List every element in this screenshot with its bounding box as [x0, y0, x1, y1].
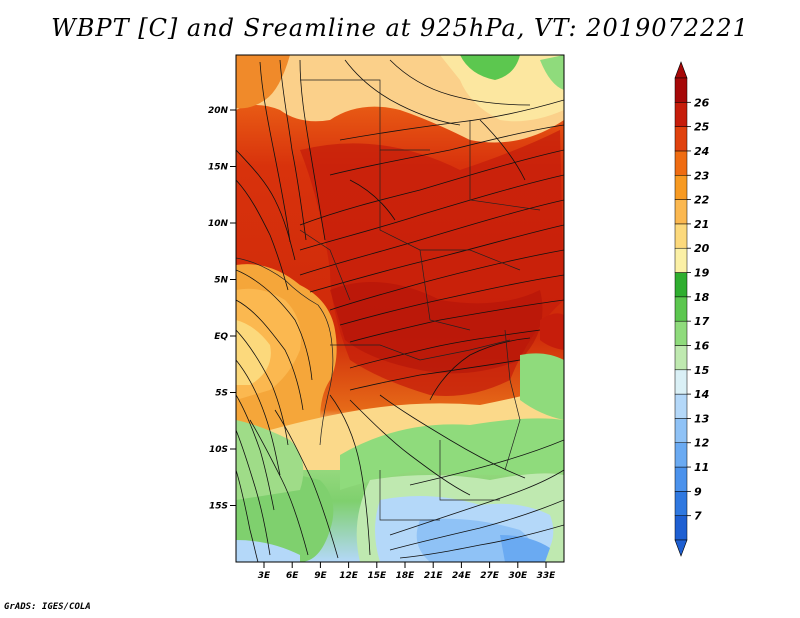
- colorbar-label: 25: [694, 121, 710, 134]
- colorbar-label: 24: [694, 145, 709, 158]
- lat-tick-label: 15S: [209, 502, 228, 512]
- colorbar-swatch: [674, 247, 688, 273]
- colorbar: 7 9 11 12 13 14 15 16 17 18 19 20 21 22 23 24 25 26: [674, 61, 710, 557]
- lon-tick-label: 6E: [286, 571, 299, 581]
- colorbar-swatch: [674, 296, 688, 322]
- colorbar-swatch: [674, 223, 688, 249]
- longitude-axis: 3E 6E 9E 12E 15E 18E 21E 24E 27E 30E 33E: [258, 562, 556, 581]
- lon-tick-label: 24E: [452, 571, 472, 581]
- lon-tick-label: 15E: [367, 571, 387, 581]
- lon-tick-label: 18E: [396, 571, 416, 581]
- colorbar-label: 26: [694, 96, 710, 109]
- latitude-axis: 20N 15N 10N 5N EQ 5S 10S 15S: [208, 106, 236, 512]
- colorbar-swatch: [674, 126, 688, 152]
- colorbar-swatch: [674, 320, 688, 346]
- lat-tick-label: 10S: [209, 445, 228, 455]
- colorbar-label: 20: [694, 242, 710, 255]
- colorbar-label: 17: [694, 315, 710, 328]
- colorbar-swatch: [674, 345, 688, 371]
- colorbar-label: 14: [694, 388, 709, 401]
- colorbar-label: 15: [694, 364, 710, 377]
- colorbar-label: 7: [694, 510, 702, 523]
- colorbar-swatch: [674, 150, 688, 176]
- colorbar-swatch: [674, 491, 688, 516]
- colorbar-swatch: [674, 272, 688, 298]
- colorbar-label: 18: [694, 291, 710, 304]
- colorbar-label: 9: [694, 485, 702, 498]
- lat-tick-label: EQ: [214, 332, 228, 342]
- lon-tick-label: 3E: [258, 571, 271, 581]
- lat-tick-label: 10N: [208, 219, 229, 229]
- lon-tick-label: 21E: [424, 571, 444, 581]
- colorbar-label: 13: [694, 412, 710, 425]
- lon-tick-label: 33E: [537, 571, 557, 581]
- colorbar-label: 22: [694, 194, 710, 207]
- lat-tick-label: 5N: [214, 276, 228, 286]
- country-borders: [236, 79, 541, 521]
- colorbar-top-arrow: [674, 61, 688, 79]
- lon-tick-label: 9E: [314, 571, 327, 581]
- lon-tick-label: 27E: [480, 571, 500, 581]
- colorbar-swatch: [674, 393, 688, 419]
- colorbar-swatch: [674, 466, 688, 492]
- map-title: WBPT [C] and Sreamline at 925hPa, VT: 20…: [51, 14, 749, 42]
- colorbar-label: 19: [694, 267, 710, 280]
- colorbar-swatch: [674, 418, 688, 443]
- grads-credit: GrADS: IGES/COLA: [4, 602, 91, 612]
- lon-tick-label: 12E: [339, 571, 359, 581]
- colorbar-swatch: [674, 199, 688, 225]
- colorbar-label: 12: [694, 437, 710, 450]
- colorbar-swatch: [674, 515, 688, 541]
- colorbar-swatch: [674, 77, 688, 103]
- colorbar-label: 11: [694, 461, 709, 474]
- colorbar-bottom-arrow: [674, 539, 688, 557]
- colorbar-label: 21: [694, 218, 709, 231]
- colorbar-swatch: [674, 442, 688, 468]
- colorbar-label: 23: [694, 169, 710, 182]
- colorbar-swatch: [674, 369, 688, 395]
- map-frame: [235, 54, 565, 563]
- colorbar-label: 16: [694, 339, 710, 352]
- colorbar-swatch: [674, 175, 688, 200]
- lon-tick-label: 30E: [508, 571, 528, 581]
- lat-tick-label: 15N: [208, 163, 229, 173]
- lat-tick-label: 20N: [208, 106, 229, 116]
- lat-tick-label: 5S: [215, 389, 228, 399]
- colorbar-swatch: [674, 102, 688, 127]
- streamlines: [236, 59, 564, 562]
